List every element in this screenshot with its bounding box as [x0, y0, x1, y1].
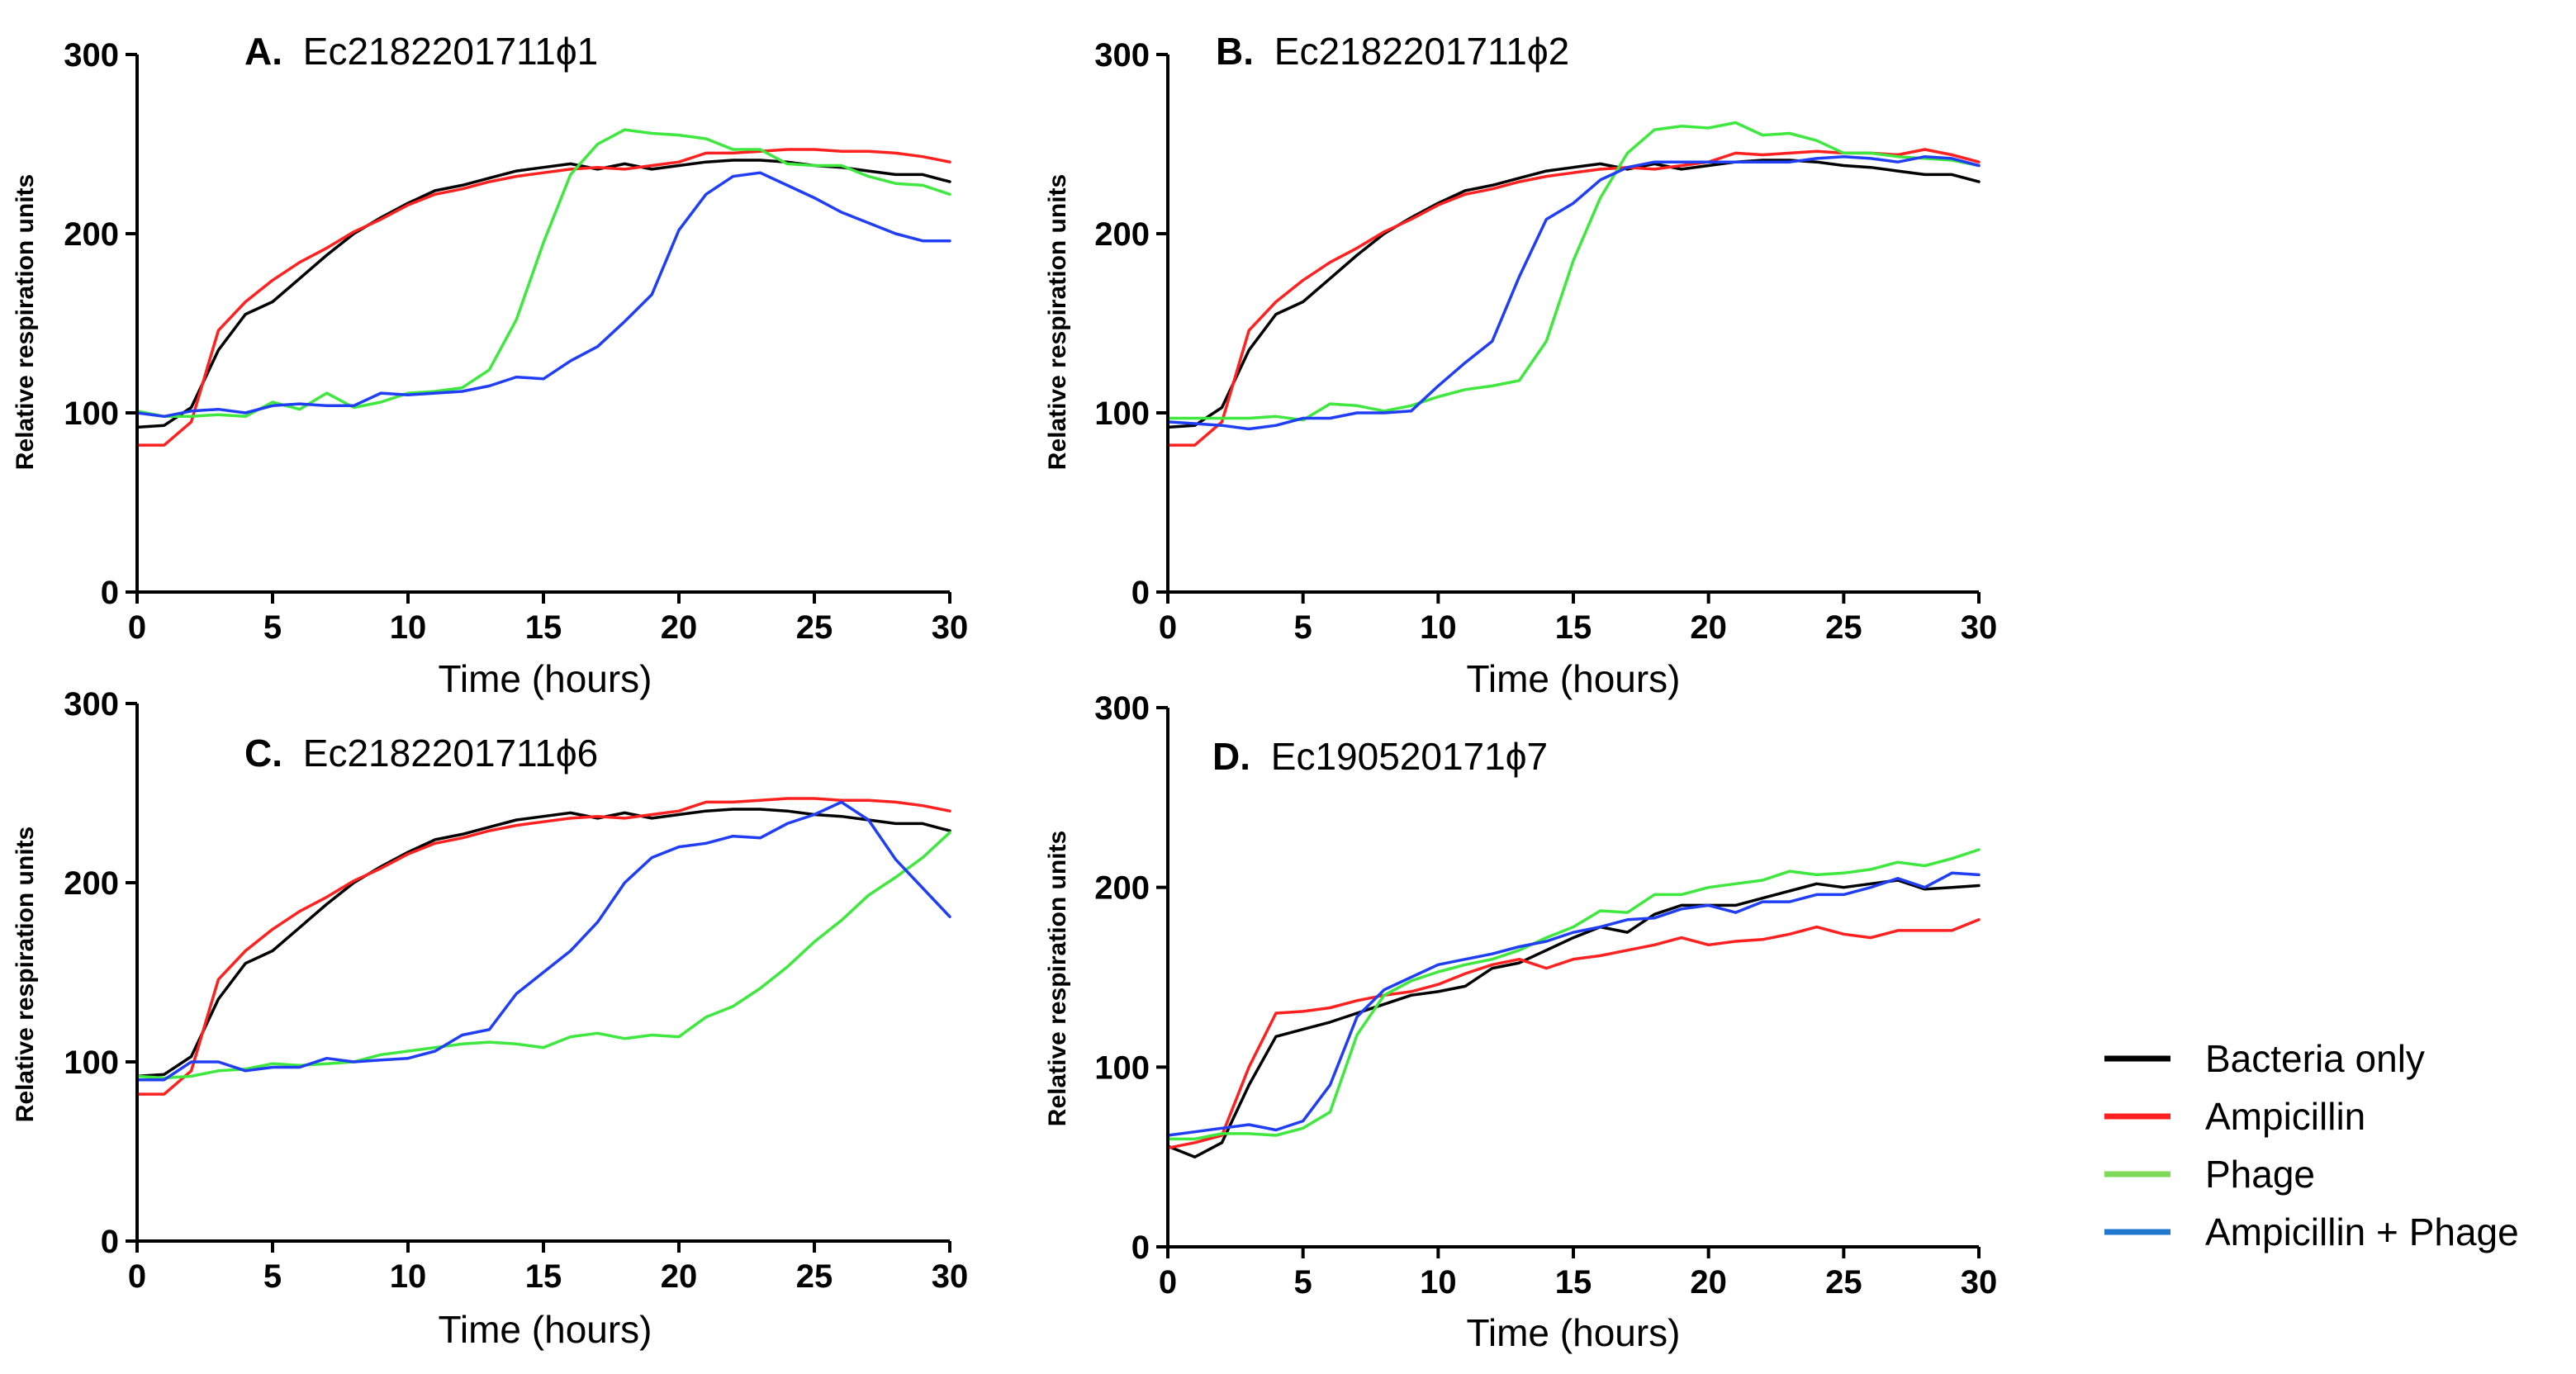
x-tick-label: 30	[1961, 1264, 1998, 1301]
x-tick-label: 20	[661, 609, 698, 646]
x-tick-label: 5	[263, 609, 282, 646]
y-tick-label: 200	[1094, 870, 1150, 907]
y-tick-label: 100	[64, 1045, 119, 1081]
series-line-ampicillin	[1166, 148, 1981, 447]
series-line-bacteria-only	[1166, 879, 1981, 1158]
series-line-bacteria-only	[135, 159, 951, 429]
x-tick-label: 25	[1825, 609, 1862, 646]
y-tick-label: 300	[64, 37, 119, 73]
panel-title: C. Ec2182201711ϕ6	[244, 732, 598, 775]
panel-b: Relative respiration units Time (hours) …	[1044, 30, 1997, 700]
y-axis-label: Relative respiration units	[1044, 174, 1071, 470]
series-line-ampicillin-phage	[1166, 871, 1981, 1137]
panel-c: Relative respiration units Time (hours) …	[12, 686, 968, 1351]
panel-title: A. Ec2182201711ϕ1	[244, 30, 598, 73]
x-tick-label: 25	[796, 609, 833, 646]
panel-name: Ec190520171ϕ7	[1271, 735, 1548, 778]
panel-name: Ec2182201711ϕ1	[303, 30, 598, 73]
legend-label-ampicillin-phage: Ampicillin + Phage	[2205, 1211, 2519, 1253]
series-line-ampicillin	[135, 797, 951, 1096]
series-line-phage	[135, 128, 951, 419]
panel-name: Ec2182201711ϕ6	[303, 732, 598, 775]
legend: Bacteria only Ampicillin Phage Ampicilli…	[2104, 1037, 2519, 1253]
y-tick-label: 200	[1094, 216, 1150, 253]
x-tick-label: 10	[390, 1258, 427, 1295]
x-tick-label: 25	[1825, 1264, 1862, 1301]
panel-letter: D.	[1212, 735, 1250, 778]
legend-label-bacteria-only: Bacteria only	[2205, 1037, 2425, 1080]
x-tick-label: 5	[1294, 609, 1312, 646]
series-line-phage	[135, 831, 951, 1080]
x-tick-label: 10	[1420, 609, 1457, 646]
y-tick-label: 100	[1094, 396, 1150, 432]
x-tick-label: 5	[263, 1258, 282, 1295]
y-tick-label: 100	[64, 396, 119, 432]
panel-letter: A.	[244, 30, 282, 73]
y-tick-label: 100	[1094, 1049, 1150, 1086]
y-axis-label: Relative respiration units	[12, 827, 39, 1122]
legend-label-ampicillin: Ampicillin	[2205, 1095, 2365, 1138]
series-line-ampicillin-phage	[1166, 154, 1981, 431]
series-line-bacteria-only	[1166, 159, 1981, 429]
series-line-phage	[1166, 848, 1981, 1141]
series-line-ampicillin-phage	[135, 800, 951, 1082]
y-tick-label: 0	[1131, 575, 1150, 611]
x-tick-label: 30	[932, 609, 969, 646]
x-tick-label: 0	[1159, 609, 1177, 646]
panel-name: Ec2182201711ϕ2	[1274, 30, 1569, 73]
x-tick-label: 5	[1294, 1264, 1312, 1301]
x-tick-label: 20	[661, 1258, 698, 1295]
x-tick-label: 10	[390, 609, 427, 646]
x-tick-label: 0	[128, 1258, 146, 1295]
panel-d: Relative respiration units Time (hours) …	[1044, 690, 1997, 1354]
y-tick-label: 300	[1094, 690, 1150, 727]
series-line-bacteria-only	[135, 808, 951, 1078]
y-axis-label: Relative respiration units	[1044, 831, 1071, 1126]
x-tick-label: 15	[1555, 1264, 1592, 1301]
x-tick-label: 15	[525, 1258, 562, 1295]
x-tick-label: 0	[128, 609, 146, 646]
y-tick-label: 200	[64, 865, 119, 902]
x-tick-label: 25	[796, 1258, 833, 1295]
series-line-ampicillin	[135, 148, 951, 447]
y-tick-label: 300	[64, 686, 119, 723]
series-line-ampicillin	[1166, 918, 1981, 1150]
panel-title: B. Ec2182201711ϕ2	[1216, 30, 1569, 73]
y-tick-label: 0	[1131, 1229, 1150, 1266]
x-axis-label: Time (hours)	[1467, 1311, 1681, 1354]
x-axis-label: Time (hours)	[439, 657, 652, 700]
x-tick-label: 10	[1420, 1264, 1457, 1301]
panel-letter: B.	[1216, 30, 1254, 73]
x-tick-label: 30	[932, 1258, 969, 1295]
x-tick-label: 0	[1159, 1264, 1177, 1301]
panel-a: Relative respiration units Time (hours) …	[12, 30, 968, 700]
x-axis-label: Time (hours)	[439, 1308, 652, 1351]
y-tick-label: 200	[64, 216, 119, 253]
x-tick-label: 30	[1961, 609, 1998, 646]
series-line-ampicillin-phage	[135, 171, 951, 419]
x-tick-label: 15	[525, 609, 562, 646]
series-line-phage	[1166, 121, 1981, 422]
x-axis-label: Time (hours)	[1467, 657, 1681, 700]
panel-title: D. Ec190520171ϕ7	[1212, 735, 1548, 778]
y-tick-label: 300	[1094, 37, 1150, 73]
x-tick-label: 20	[1690, 609, 1727, 646]
y-tick-label: 0	[101, 575, 119, 611]
legend-label-phage: Phage	[2205, 1153, 2315, 1196]
x-tick-label: 15	[1555, 609, 1592, 646]
x-tick-label: 20	[1690, 1264, 1727, 1301]
y-tick-label: 0	[101, 1224, 119, 1260]
y-axis-label: Relative respiration units	[12, 174, 39, 470]
panel-letter: C.	[244, 732, 282, 775]
